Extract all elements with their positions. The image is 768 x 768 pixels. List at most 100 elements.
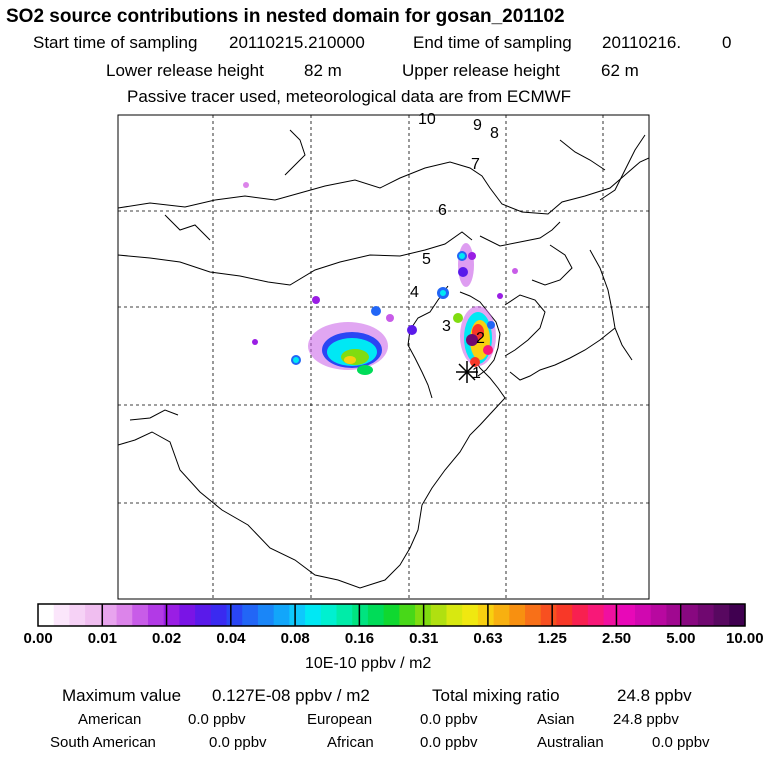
colorbar-cell bbox=[525, 604, 542, 626]
colorbar-cell bbox=[635, 604, 652, 626]
colorbar-tick-label: 0.16 bbox=[344, 630, 375, 647]
graticule bbox=[118, 115, 649, 599]
total-mixing-label: Total mixing ratio bbox=[432, 686, 560, 705]
colorbar-cell bbox=[446, 604, 463, 626]
trajectory-label: 8 bbox=[490, 125, 499, 142]
colorbar-cell bbox=[619, 604, 636, 626]
colorbar-cell bbox=[509, 604, 526, 626]
colorbar-tick-label: 0.31 bbox=[409, 630, 439, 647]
colorbar-cell bbox=[163, 604, 180, 626]
colorbar-cell bbox=[147, 604, 165, 626]
max-value-label: Maximum value bbox=[62, 686, 182, 705]
colorbar-cell bbox=[540, 604, 558, 626]
colorbar-cell bbox=[587, 604, 605, 626]
colorbar-cell bbox=[85, 604, 102, 626]
colorbar-cell bbox=[367, 604, 385, 626]
total-mixing-value: 24.8 ppbv bbox=[617, 686, 692, 705]
colorbar-cell bbox=[462, 604, 479, 626]
trajectory-label: 10 bbox=[418, 111, 436, 128]
colorbar-cell bbox=[69, 604, 86, 626]
colorbar-cell bbox=[305, 604, 322, 626]
trajectory-label: 4 bbox=[410, 284, 419, 301]
colorbar-tick-label: 5.00 bbox=[666, 630, 696, 647]
trajectory-label: 6 bbox=[438, 202, 447, 219]
colorbar-tick-label: 0.02 bbox=[152, 630, 182, 647]
region-value: 0.0 ppbv bbox=[652, 734, 710, 751]
region-value: 0.0 ppbv bbox=[420, 711, 478, 728]
colorbar-cell bbox=[430, 604, 448, 626]
colorbar-cell bbox=[100, 604, 118, 626]
colorbar-cell bbox=[53, 604, 71, 626]
colorbar-cell bbox=[352, 604, 369, 626]
max-value: 0.127E-08 ppbv / m2 bbox=[212, 686, 370, 705]
lower-release-value: 82 m bbox=[304, 61, 342, 80]
so2-plume bbox=[243, 182, 518, 375]
tracer-note: Passive tracer used, meteorological data… bbox=[127, 87, 572, 106]
colorbar-tick-label: 0.04 bbox=[216, 630, 246, 647]
trajectory-labels: 1 2 3 4 5 6 7 8 9 10 bbox=[410, 111, 499, 382]
colorbar-cell bbox=[320, 604, 338, 626]
colorbar-cells bbox=[38, 604, 746, 626]
region-value: 0.0 ppbv bbox=[209, 734, 267, 751]
colorbar-cell bbox=[556, 604, 573, 626]
receptor-star-icon bbox=[456, 361, 478, 383]
colorbar-cell bbox=[666, 604, 683, 626]
colorbar-cell bbox=[572, 604, 589, 626]
region-value: 24.8 ppbv bbox=[613, 711, 679, 728]
colorbar-cell bbox=[289, 604, 306, 626]
end-time-suffix: 0 bbox=[722, 33, 732, 52]
trajectory-label: 1 bbox=[472, 365, 481, 382]
region-value: 0.0 ppbv bbox=[420, 734, 478, 751]
start-time-value: 20110215.210000 bbox=[229, 33, 365, 52]
colorbar-cell bbox=[650, 604, 668, 626]
colorbar-tick-label: 0.08 bbox=[280, 630, 310, 647]
start-time-label: Start time of sampling bbox=[33, 33, 198, 52]
region-name: Australian bbox=[537, 734, 604, 751]
colorbar-cell bbox=[195, 604, 212, 626]
lower-release-label: Lower release height bbox=[106, 61, 264, 80]
colorbar-cell bbox=[603, 604, 620, 626]
trajectory-label: 9 bbox=[473, 117, 482, 134]
colorbar bbox=[37, 603, 746, 627]
colorbar-frame bbox=[37, 603, 746, 627]
colorbar-cell bbox=[116, 604, 133, 626]
end-time-value: 20110216. bbox=[602, 33, 682, 52]
colorbar-tick-label: 0.01 bbox=[87, 630, 117, 647]
coastlines-borders bbox=[118, 129, 649, 589]
colorbar-cell bbox=[38, 604, 55, 626]
region-name: South American bbox=[50, 734, 156, 751]
region-name: African bbox=[327, 734, 374, 751]
trajectory-label: 5 bbox=[422, 251, 431, 268]
colorbar-tick-marks bbox=[101, 604, 682, 626]
colorbar-cell bbox=[242, 604, 259, 626]
region-value: 0.0 ppbv bbox=[188, 711, 246, 728]
end-time-label: End time of sampling bbox=[413, 33, 572, 52]
trajectory-label: 3 bbox=[442, 318, 451, 335]
colorbar-cell bbox=[697, 604, 715, 626]
colorbar-cell bbox=[226, 604, 243, 626]
colorbar-cell bbox=[729, 604, 746, 626]
trajectory-label: 2 bbox=[476, 330, 485, 347]
colorbar-units: 10E-10 ppbv / m2 bbox=[305, 655, 432, 672]
colorbar-cell bbox=[179, 604, 196, 626]
upper-release-value: 62 m bbox=[601, 61, 639, 80]
trajectory-label: 7 bbox=[471, 156, 480, 173]
colorbar-cell bbox=[399, 604, 416, 626]
colorbar-cell bbox=[273, 604, 290, 626]
colorbar-cell bbox=[477, 604, 495, 626]
colorbar-cell bbox=[132, 604, 149, 626]
colorbar-tick-label: 0.63 bbox=[473, 630, 503, 647]
colorbar-tick-label: 10.00 bbox=[726, 630, 764, 647]
map-panel: 1 2 3 4 5 6 7 8 9 10 bbox=[117, 111, 650, 600]
colorbar-tick-label: 2.50 bbox=[601, 630, 632, 647]
chart-title: SO2 source contributions in nested domai… bbox=[6, 6, 565, 27]
colorbar-cell bbox=[713, 604, 730, 626]
region-name: European bbox=[307, 711, 373, 728]
upper-release-label: Upper release height bbox=[402, 61, 560, 80]
colorbar-cell bbox=[210, 604, 228, 626]
colorbar-tick-label: 1.25 bbox=[537, 630, 567, 647]
region-name: American bbox=[78, 711, 142, 728]
region-name: Asian bbox=[537, 711, 575, 728]
colorbar-cell bbox=[682, 604, 699, 626]
colorbar-cell bbox=[493, 604, 510, 626]
